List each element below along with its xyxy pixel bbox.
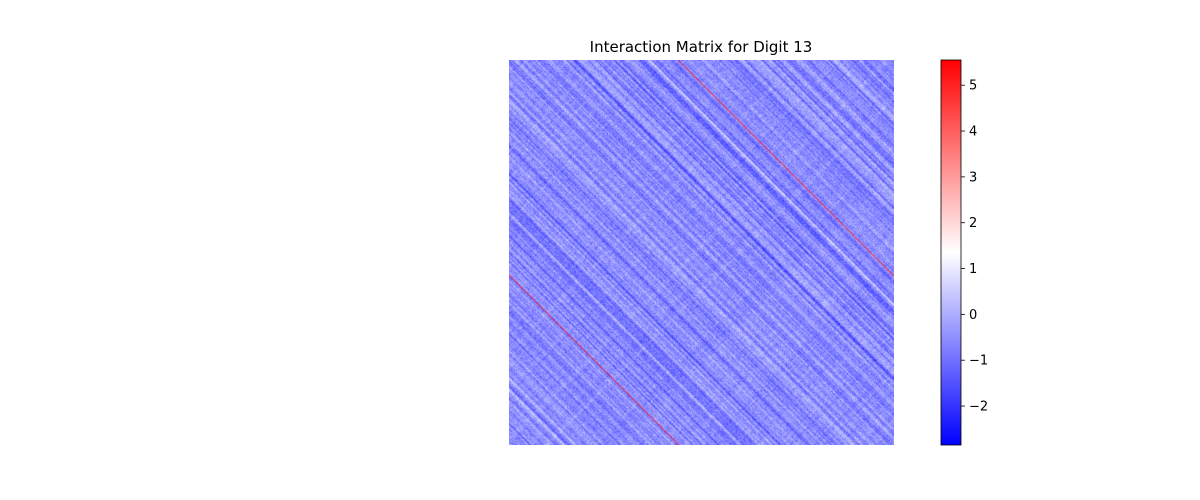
colorbar-tick-label: 2 <box>969 216 977 231</box>
colorbar: 5 4 3 2 1 0 −1 −2 <box>940 59 988 446</box>
colorbar-tick-label: 5 <box>969 79 977 94</box>
heatmap <box>509 60 894 445</box>
colorbar-tick-label: 0 <box>969 308 977 323</box>
heatmap-cells <box>509 60 894 445</box>
colorbar-tick-label: 4 <box>969 125 977 140</box>
colorbar-gradient <box>941 60 961 445</box>
colorbar-tick-label: −2 <box>969 400 988 415</box>
chart-title: Interaction Matrix for Digit 13 <box>590 38 813 56</box>
colorbar-ticks: 5 4 3 2 1 0 −1 −2 <box>961 79 988 415</box>
colorbar-frame <box>940 59 962 446</box>
colorbar-tick-label: 1 <box>969 262 977 277</box>
colorbar-tick-label: 3 <box>969 170 977 185</box>
colorbar-tick-label: −1 <box>969 354 988 369</box>
